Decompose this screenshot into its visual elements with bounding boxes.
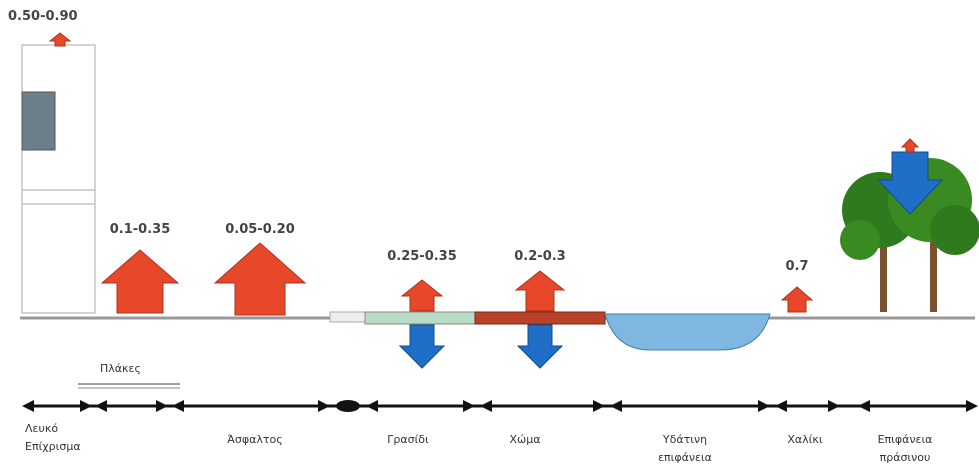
- grass-strip: [364, 311, 476, 325]
- building: [21, 32, 96, 314]
- surface-label: Υδάτινη: [662, 433, 707, 446]
- tile-strip: [329, 311, 366, 323]
- reflection-arrow: [514, 270, 566, 312]
- surface-label: Γρασίδι: [387, 433, 429, 446]
- surface-labels: Λευκό Επίχρισμα Πλάκες Άσφαλτος Γρασίδι …: [25, 362, 932, 464]
- albedo-value: 0.05-0.20: [225, 222, 295, 237]
- surface-label: Άσφαλτος: [227, 433, 282, 446]
- surface-label: Χαλίκι: [787, 433, 823, 446]
- surface-label: Λευκό: [25, 422, 58, 435]
- albedo-value: 0.1-0.35: [110, 222, 171, 237]
- albedo-value: 0.50-0.90: [8, 9, 78, 24]
- albedo-value: 0.25-0.35: [387, 249, 457, 264]
- albedo-value: 0.7: [785, 259, 808, 274]
- reflection-arrow: [780, 286, 814, 313]
- absorption-arrow: [516, 324, 564, 369]
- absorption-arrow: [398, 324, 446, 369]
- surface-label: Χώμα: [510, 433, 541, 446]
- reflection-arrow: [213, 242, 307, 316]
- surface-label: πράσινου: [880, 451, 931, 464]
- surface-label: Πλάκες: [100, 362, 141, 375]
- soil-strip: [474, 311, 606, 325]
- surface-label: Επιφάνεια: [878, 433, 933, 446]
- surface-label: επιφάνεια: [658, 451, 712, 464]
- reflection-arrow: [100, 249, 180, 314]
- extent-arrows: [22, 383, 978, 412]
- albedo-value: 0.2-0.3: [514, 249, 565, 264]
- trees: [840, 138, 979, 312]
- surface-label: Επίχρισμα: [25, 440, 81, 453]
- reflection-arrow: [400, 279, 444, 312]
- water: [604, 313, 771, 351]
